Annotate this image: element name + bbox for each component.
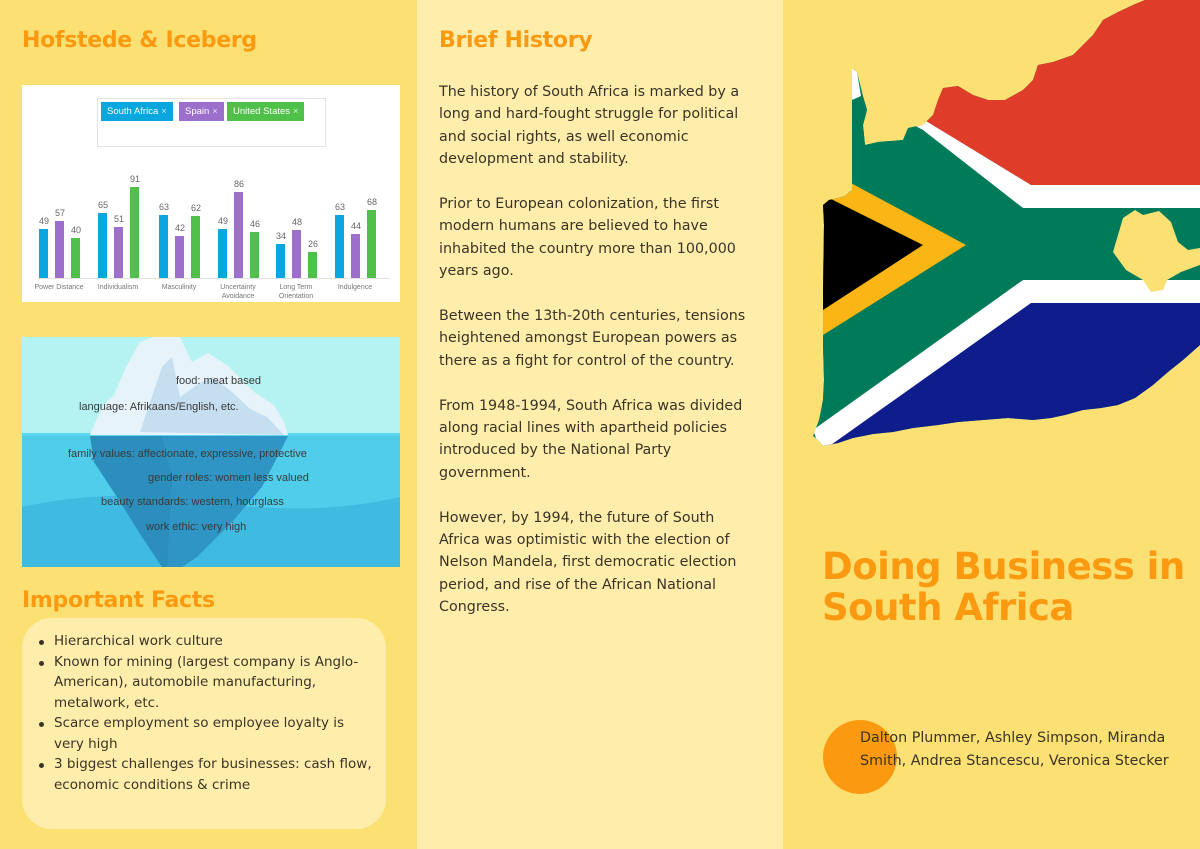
- history-body: The history of South Africa is marked by…: [439, 81, 759, 641]
- bar-spain: [292, 230, 301, 278]
- x-axis-label: Power Distance: [34, 284, 84, 291]
- bar-united-states: [71, 238, 80, 278]
- bar-spain: [114, 227, 123, 278]
- x-axis-label: Uncertainty Avoidance: [220, 284, 256, 300]
- bar-south-africa: [159, 215, 168, 278]
- bar-spain: [55, 221, 64, 278]
- bar-value-label: 49: [38, 216, 49, 226]
- bar-value-label: 63: [334, 202, 345, 212]
- history-paragraph: Prior to European colonization, the firs…: [439, 196, 736, 280]
- flag-map-icon: [813, 0, 1200, 446]
- chart-plot-area: 49 57 40 Power Distance 65 51 91 Individualism 6…: [22, 85, 400, 302]
- bar-value-label: 62: [190, 203, 201, 213]
- iceberg-label-food: food: meat based: [176, 375, 262, 387]
- brief-history-title: Brief History: [439, 28, 593, 53]
- bar-south-africa: [218, 229, 227, 278]
- bar-south-africa: [335, 215, 344, 278]
- iceberg-label-work-ethic: work ethic: very high: [146, 521, 247, 533]
- bar-value-label: 65: [97, 200, 108, 210]
- cover-title: Doing Business in South Africa: [822, 545, 1185, 629]
- bar-south-africa: [39, 229, 48, 278]
- x-axis-label: Indulgence: [337, 284, 373, 291]
- bar-value-label: 86: [233, 179, 244, 189]
- south-africa-flag-map: [783, 0, 1200, 460]
- hofstede-chart: South Africa × Spain × United States × 49 57…: [22, 85, 400, 302]
- fact-item: Hierarchical work culture: [38, 631, 378, 652]
- bar-spain: [234, 192, 243, 278]
- panel-cover: Doing Business in South Africa: [783, 0, 1200, 849]
- history-paragraph: However, by 1994, the future of South Af…: [439, 509, 737, 616]
- important-facts-title: Important Facts: [22, 588, 215, 613]
- bar-value-label: 44: [350, 221, 361, 231]
- cultural-iceberg-image: food: meat based language: Afrikaans/Eng…: [22, 337, 400, 567]
- bar-united-states: [308, 252, 317, 278]
- important-facts-box: Hierarchical work culture Known for mini…: [22, 618, 386, 829]
- bar-value-label: 48: [291, 217, 302, 227]
- bar-value-label: 49: [217, 216, 228, 226]
- legend-chip-south-africa[interactable]: South Africa ×: [101, 102, 173, 121]
- bar-value-label: 68: [366, 197, 377, 207]
- legend-chip-united-states[interactable]: United States ×: [227, 102, 305, 121]
- bar-united-states: [250, 232, 259, 278]
- fact-item: 3 biggest challenges for businesses: cas…: [38, 754, 378, 795]
- close-icon[interactable]: ×: [212, 106, 218, 116]
- history-paragraph: Between the 13th-20th centuries, tension…: [439, 308, 746, 369]
- iceberg-label-family-values: family values: affectionate, expressive,…: [68, 448, 307, 460]
- iceberg-label-gender-roles: gender roles: women less valued: [148, 472, 309, 484]
- bar-value-label: 63: [158, 202, 169, 212]
- bar-united-states: [191, 216, 200, 278]
- bar-value-label: 42: [174, 223, 185, 233]
- x-axis-label: Individualism: [97, 284, 139, 291]
- important-facts-list: Hierarchical work culture Known for mini…: [38, 631, 378, 795]
- bar-united-states: [367, 210, 376, 278]
- hofstede-iceberg-title: Hofstede & Iceberg: [22, 28, 257, 53]
- x-axis-label: Masculinity: [161, 284, 197, 291]
- fact-item: Scarce employment so employee loyalty is…: [38, 713, 378, 754]
- history-paragraph: From 1948-1994, South Africa was divided…: [439, 397, 743, 481]
- iceberg-illustration: [22, 337, 400, 567]
- decorative-circle: [823, 720, 897, 794]
- bar-value-label: 34: [275, 231, 286, 241]
- bar-value-label: 46: [249, 219, 260, 229]
- bar-south-africa: [98, 213, 107, 278]
- bar-value-label: 26: [307, 239, 318, 249]
- x-axis-line: [38, 278, 390, 279]
- history-paragraph: The history of South Africa is marked by…: [439, 84, 740, 168]
- panel-brief-history: Brief History The history of South Afric…: [417, 0, 783, 849]
- iceberg-label-language: language: Afrikaans/English, etc.: [79, 401, 239, 413]
- authors-list: Dalton Plummer, Ashley Simpson, Miranda …: [860, 730, 1169, 769]
- bar-spain: [351, 234, 360, 278]
- bar-value-label: 51: [113, 214, 124, 224]
- panel-hofstede-iceberg: Hofstede & Iceberg South Africa × Spain × …: [0, 0, 417, 849]
- chart-legend: South Africa × Spain × United States ×: [97, 98, 326, 147]
- bar-value-label: 91: [129, 174, 140, 184]
- bar-spain: [175, 236, 184, 278]
- bar-value-label: 40: [70, 225, 81, 235]
- iceberg-label-beauty-standards: beauty standards: western, hourglass: [101, 496, 284, 508]
- x-axis-label: Long Term Orientation: [278, 284, 314, 300]
- bar-south-africa: [276, 244, 285, 278]
- bar-value-label: 57: [54, 208, 65, 218]
- fact-item: Known for mining (largest company is Ang…: [38, 652, 378, 714]
- bar-united-states: [130, 187, 139, 278]
- legend-chip-spain[interactable]: Spain ×: [179, 102, 224, 121]
- close-icon[interactable]: ×: [161, 106, 167, 116]
- close-icon[interactable]: ×: [293, 106, 299, 116]
